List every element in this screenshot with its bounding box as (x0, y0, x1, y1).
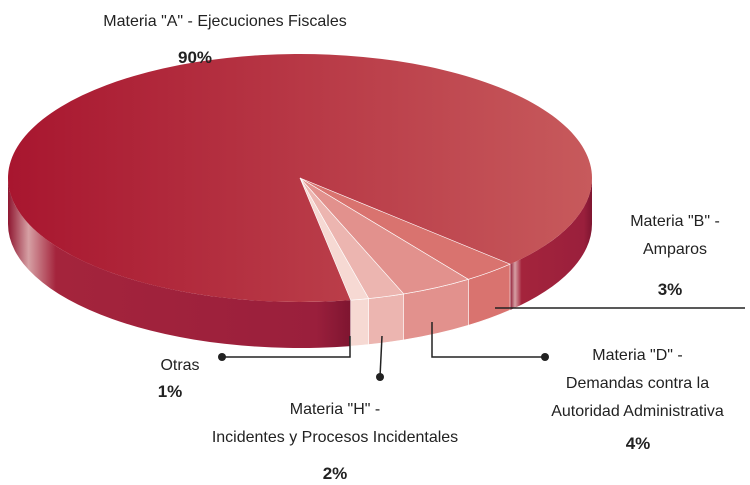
slice-label: Otras (160, 357, 200, 374)
slice-side (368, 293, 404, 345)
value-label: 3% (657, 280, 683, 299)
leader-dot (541, 353, 549, 361)
value-label: 90% (177, 48, 213, 67)
slice-side (350, 298, 369, 347)
slice-label: Materia "D" - Demandas contra la Autorid… (551, 347, 724, 420)
value-label: 1% (157, 382, 183, 401)
value-label: 2% (322, 464, 348, 483)
slice-side (510, 178, 592, 311)
leader-line (222, 336, 351, 358)
leader-dot (218, 353, 226, 361)
slice-side (8, 178, 351, 348)
leader-line (379, 335, 383, 378)
pie (8, 53, 593, 348)
slice-label: Materia "H" - Incidentes y Procesos Inci… (211, 401, 459, 446)
slice (299, 177, 370, 301)
value-label: 4% (625, 434, 651, 453)
slice-label: Materia "B" - Amparos (630, 213, 720, 258)
leader-line (431, 322, 545, 358)
leader-dot (376, 373, 384, 381)
slice-label: Materia "A" - Ejecuciones Fiscales (103, 13, 347, 30)
